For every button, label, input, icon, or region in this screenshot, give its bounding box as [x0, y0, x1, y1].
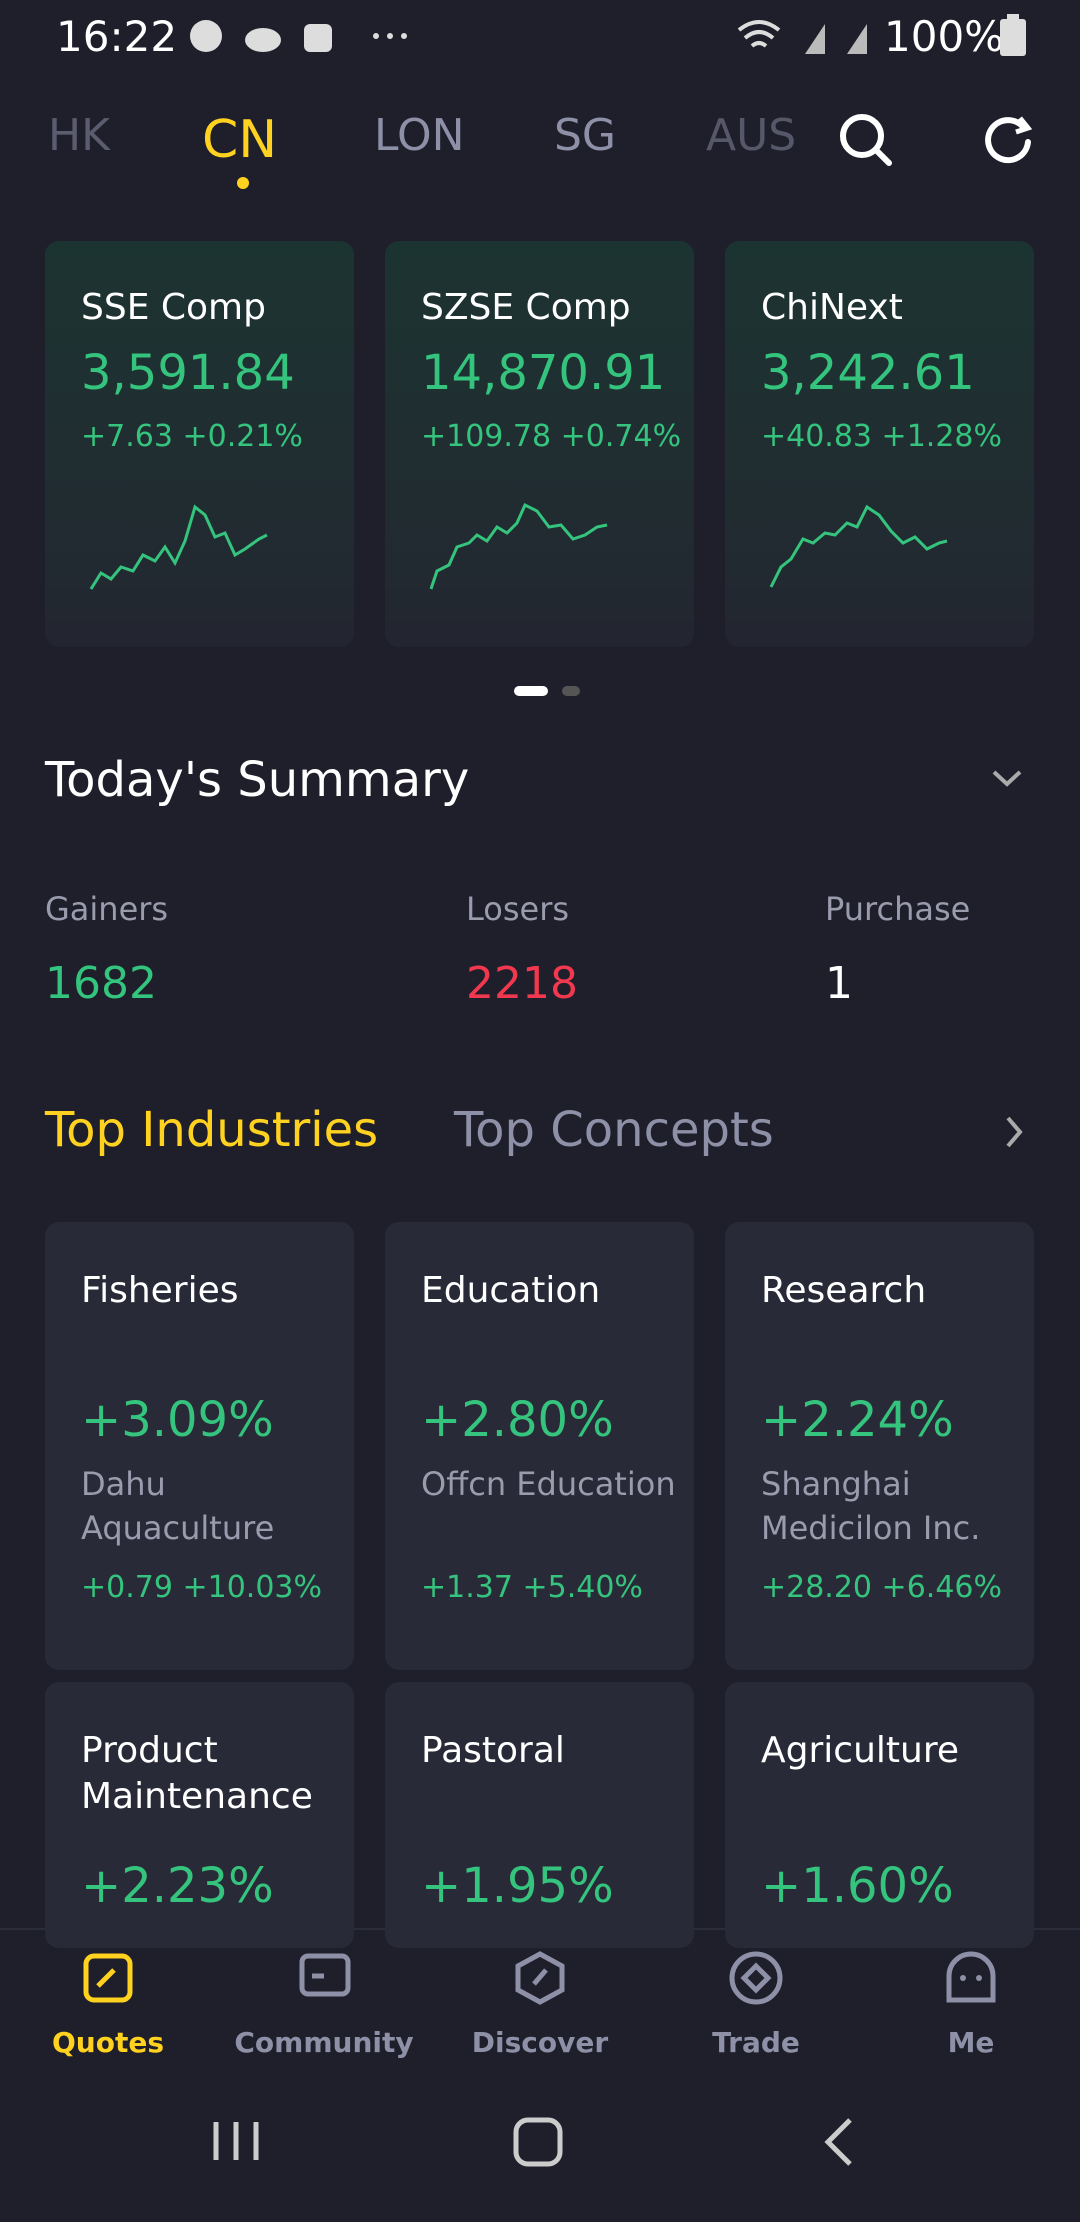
industry-change: +2.24%: [761, 1392, 954, 1448]
index-card idx[interactable]: SSE Comp 3,591.84 +7.63 +0.21%: [45, 241, 354, 647]
system-nav: [213, 2117, 852, 2167]
stock-name: Dahu Aquaculture: [81, 1465, 275, 1547]
section-tab[interactable]: Top Concepts: [454, 1102, 774, 1158]
stat-value: 1682: [45, 958, 157, 1009]
industry-name: Research: [761, 1270, 927, 1311]
industry-change: +3.09%: [81, 1392, 274, 1448]
index-card idx[interactable]: ChiNext 3,242.61 +40.83 +1.28%: [725, 241, 1034, 647]
nav-icon[interactable]: [728, 1950, 784, 2006]
stat-label: Purchase: [825, 890, 971, 928]
search-button[interactable]: [838, 112, 894, 168]
market-tab[interactable]: LON: [374, 110, 465, 161]
page-dots: [514, 686, 580, 696]
section-tab[interactable]: Top Industries: [45, 1102, 379, 1158]
index-card idx[interactable]: SZSE Comp 14,870.91 +109.78 +0.74%: [385, 241, 694, 647]
industry-card[interactable]: Research +2.24% Shanghai Medicilon Inc. +28…: [725, 1222, 1034, 1670]
market-tab[interactable]: SG: [554, 110, 617, 161]
industry-name: Fisheries: [81, 1270, 239, 1311]
industry-change: +1.95%: [421, 1858, 614, 1914]
nav-label[interactable]: Community: [234, 2026, 414, 2059]
status-icons: [190, 20, 407, 52]
sparkline: [769, 504, 948, 588]
stock-change: +0.79 +10.03%: [81, 1570, 322, 1605]
market-tab[interactable]: CN: [202, 110, 278, 170]
stock-change: +1.37 +5.40%: [421, 1570, 643, 1605]
nav-label[interactable]: Trade: [712, 2026, 800, 2059]
industry-card[interactable]: Education +2.80% Offcn Education +1.37 +5.4…: [385, 1222, 694, 1670]
nav-icon[interactable]: [80, 1950, 136, 2006]
index-value: 14,870.91: [421, 345, 666, 401]
index-name: SZSE Comp: [421, 287, 631, 328]
section-more[interactable]: [1002, 1112, 1026, 1152]
battery-icon: [1000, 14, 1026, 56]
tab-indicator: [237, 177, 249, 189]
industry-name: Product Maintenance: [81, 1730, 313, 1817]
industry-name: Education: [421, 1270, 601, 1311]
industry-card[interactable]: Fisheries +3.09% Dahu Aquaculture +0.79 +10…: [45, 1222, 354, 1670]
industry-card[interactable]: Product Maintenance +2.23%: [45, 1682, 354, 1948]
industry-change: +1.60%: [761, 1858, 954, 1914]
sparkline: [89, 504, 268, 590]
stat-value: 1: [825, 958, 853, 1009]
index-name: ChiNext: [761, 287, 903, 328]
sparkline: [429, 502, 608, 590]
market-tab[interactable]: HK: [48, 110, 110, 161]
market-tab[interactable]: AUS: [706, 110, 796, 161]
stat-label: Gainers: [45, 890, 169, 928]
nav-icon[interactable]: [296, 1950, 352, 2006]
battery-text: 100%: [884, 12, 1005, 61]
summary-title: Today's Summary: [45, 752, 470, 808]
summary-toggle[interactable]: [990, 766, 1024, 790]
index-value: 3,591.84: [81, 345, 295, 401]
index-change: +7.63 +0.21%: [81, 419, 303, 454]
index-change: +109.78 +0.74%: [421, 419, 682, 454]
industry-change: +2.80%: [421, 1392, 614, 1448]
industry-card[interactable]: Pastoral +1.95%: [385, 1682, 694, 1948]
refresh-button[interactable]: [980, 112, 1036, 168]
industry-card[interactable]: Agriculture +1.60%: [725, 1682, 1034, 1948]
industry-name: Agriculture: [761, 1730, 959, 1771]
index-value: 3,242.61: [761, 345, 975, 401]
status-time: 16:22: [56, 12, 178, 61]
index-name: SSE Comp: [81, 287, 266, 328]
stock-name: Shanghai Medicilon Inc.: [761, 1465, 981, 1547]
nav-label[interactable]: Me: [947, 2026, 995, 2059]
index-change: +40.83 +1.28%: [761, 419, 1002, 454]
signal-icons: [737, 20, 867, 54]
industry-name: Pastoral: [421, 1730, 565, 1771]
nav-icon[interactable]: [943, 1950, 999, 2006]
stock-name: Offcn Education: [421, 1465, 676, 1503]
stat-label: Losers: [466, 890, 570, 928]
stat-value: 2218: [466, 958, 578, 1009]
industry-change: +2.23%: [81, 1858, 274, 1914]
nav-label[interactable]: Quotes: [51, 2026, 164, 2059]
nav-icon[interactable]: [512, 1950, 568, 2006]
nav-label[interactable]: Discover: [471, 2026, 609, 2059]
stock-change: +28.20 +6.46%: [761, 1570, 1002, 1605]
